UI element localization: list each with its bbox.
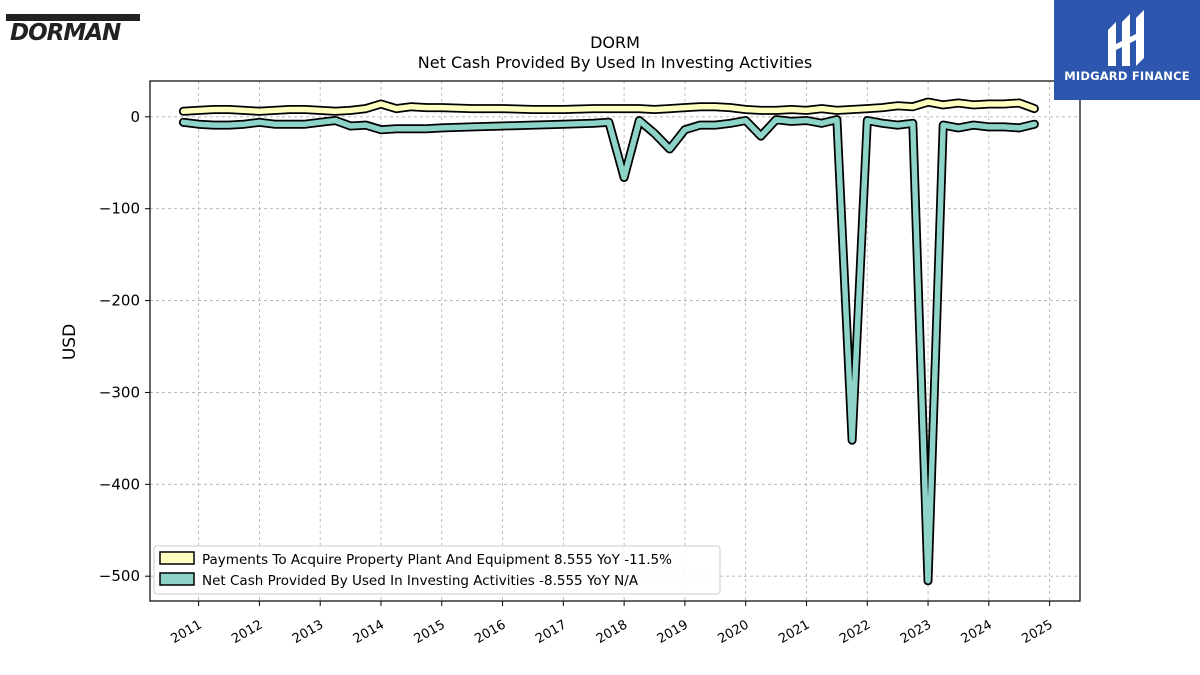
dorman-logo-bar bbox=[6, 14, 140, 21]
y-tick-label: −200 bbox=[99, 292, 140, 310]
midgard-mark-icon bbox=[1108, 10, 1144, 66]
x-tick-label: 2014 bbox=[351, 617, 387, 647]
y-tick-label: −100 bbox=[99, 200, 140, 218]
dorman-logo-text: DORMAN bbox=[10, 20, 121, 44]
series-outline bbox=[178, 115, 1039, 586]
x-tick-label: 2022 bbox=[837, 617, 873, 647]
legend-swatch-investing bbox=[159, 572, 195, 586]
dorman-logo: DORMAN bbox=[6, 12, 140, 46]
y-tick-label: 0 bbox=[130, 108, 140, 126]
series-layer bbox=[178, 97, 1039, 586]
legend-label-investing: Net Cash Provided By Used In Investing A… bbox=[202, 573, 639, 589]
x-tick-label: 2011 bbox=[168, 617, 204, 647]
legend-label-ppe: Payments To Acquire Property Plant And E… bbox=[202, 552, 672, 568]
axes bbox=[145, 80, 1081, 606]
y-tick-label: −500 bbox=[99, 567, 140, 585]
x-tick-label: 2019 bbox=[655, 617, 691, 647]
y-tick-label: −400 bbox=[99, 475, 140, 493]
x-tick-label: 2016 bbox=[472, 617, 508, 647]
legend-swatch-ppe bbox=[159, 551, 195, 565]
y-axis-label: USD bbox=[60, 324, 80, 360]
x-tick-label: 2024 bbox=[959, 617, 995, 647]
series-line bbox=[180, 116, 1038, 584]
plot-frame bbox=[149, 80, 1081, 602]
legend-box bbox=[153, 545, 721, 595]
chart-title: DORM bbox=[590, 33, 640, 52]
x-tick-label: 2012 bbox=[229, 617, 265, 647]
x-tick-label: 2023 bbox=[898, 617, 934, 647]
series-ppe-payments bbox=[178, 97, 1039, 116]
y-tick-label: −300 bbox=[99, 383, 140, 401]
x-tick-label: 2015 bbox=[412, 617, 448, 647]
x-tick-label: 2017 bbox=[533, 617, 569, 647]
x-tick-label: 2013 bbox=[290, 617, 326, 647]
chart-subtitle: Net Cash Provided By Used In Investing A… bbox=[418, 53, 812, 72]
x-tick-label: 2020 bbox=[716, 617, 752, 647]
x-tick-label: 2018 bbox=[594, 617, 630, 647]
x-tick-label: 2021 bbox=[776, 617, 812, 647]
legend: Payments To Acquire Property Plant And E… bbox=[153, 545, 721, 595]
series-line bbox=[180, 99, 1038, 115]
x-tick-label: 2025 bbox=[1019, 617, 1055, 647]
midgard-finance-logo: MIDGARD FINANCE bbox=[1054, 0, 1200, 100]
series-net-investing-cash bbox=[178, 115, 1039, 586]
midgard-logo-text: MIDGARD FINANCE bbox=[1064, 69, 1190, 83]
